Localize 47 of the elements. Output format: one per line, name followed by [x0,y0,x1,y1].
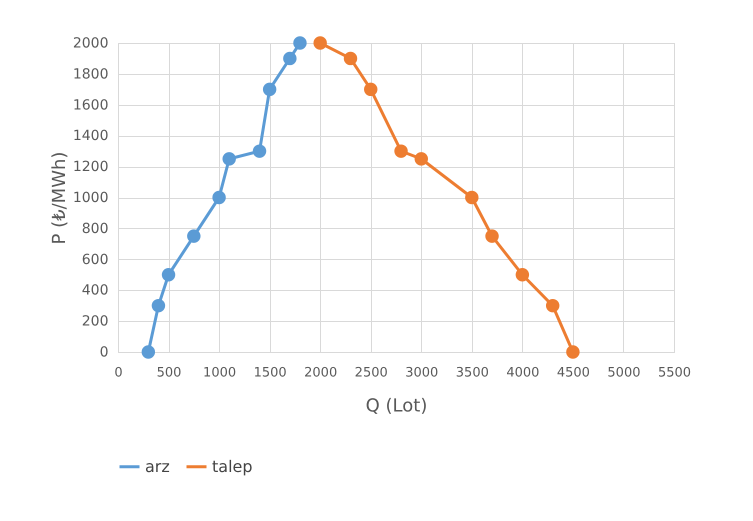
y-tick-label: 2000 [72,36,108,52]
y-tick-label: 0 [100,344,108,360]
point [162,268,176,282]
point [212,190,226,204]
x-tick-label: 500 [156,366,182,380]
x-tick-label: 3500 [456,366,489,380]
point [414,152,428,166]
x-tick-label: 1000 [203,366,236,380]
point [262,82,276,96]
point [142,345,156,359]
point [283,52,297,66]
y-tick-label: 600 [82,252,108,268]
y-axis-title: P (₺/MWh) [48,152,70,244]
legend-label: talep [212,456,253,476]
x-tick-label: 4000 [506,366,540,380]
point [566,345,580,359]
x-tick-label: 1500 [254,366,287,380]
x-tick-label: 5500 [658,366,692,380]
point [546,298,560,312]
point [364,82,378,96]
point [485,229,499,243]
x-tick-label: 0 [114,366,123,380]
point [344,52,358,66]
legend-label: arz [145,456,170,476]
y-tick-label: 400 [82,282,108,299]
point [222,152,236,166]
point [187,229,201,243]
x-axis-title: Q (Lot) [366,396,428,416]
x-tick-label: 3000 [405,366,438,380]
x-tick-label: 4500 [556,366,590,380]
y-tick-label: 200 [82,314,108,330]
point [465,190,479,204]
point [252,144,266,158]
x-tick-label: 5000 [607,366,640,380]
x-tick-label: 2000 [304,366,338,380]
point [313,36,327,50]
y-tick-label: 1600 [72,97,108,114]
y-tick-label: 1400 [72,128,108,144]
point [516,268,530,282]
y-tick-label: 1200 [72,159,108,176]
point [293,36,307,50]
point [152,298,166,312]
y-tick-label: 800 [82,220,108,237]
y-tick-label: 1800 [72,66,108,82]
y-tick-label: 1000 [72,190,108,206]
point [394,144,408,158]
x-tick-label: 2500 [354,366,388,380]
